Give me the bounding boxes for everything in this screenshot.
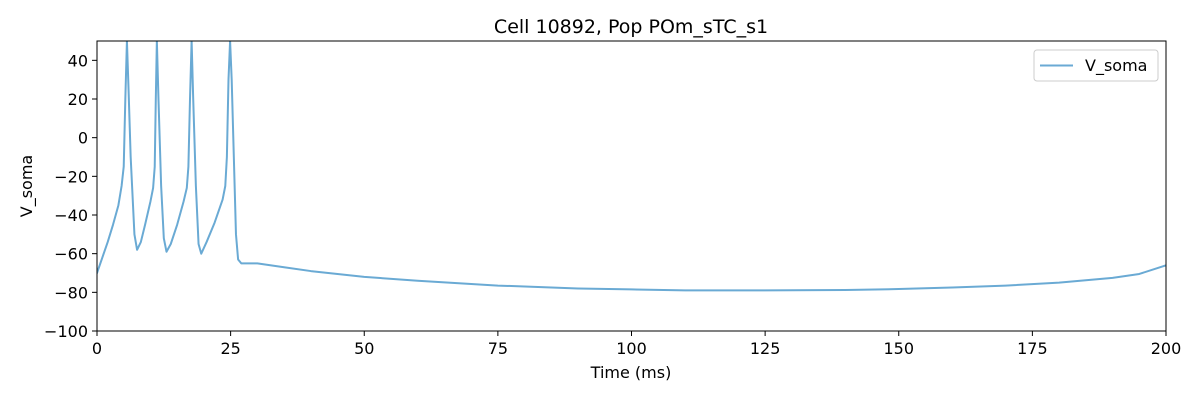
x-tick-label: 125 xyxy=(750,339,781,358)
y-tick-label: −40 xyxy=(54,206,88,225)
y-tick-label: −100 xyxy=(44,322,88,341)
plot-frame xyxy=(96,40,1167,332)
series-line-v-soma xyxy=(97,41,1166,292)
y-tick-label: 40 xyxy=(68,51,88,70)
y-tick-label: −60 xyxy=(54,245,88,264)
y-tick-label: −20 xyxy=(54,167,88,186)
y-tick-label: 20 xyxy=(68,90,88,109)
y-tick-label: −80 xyxy=(54,283,88,302)
y-axis-title: V_soma xyxy=(17,155,37,217)
x-axis-title: Time (ms) xyxy=(590,363,672,382)
y-tick-label: 0 xyxy=(78,129,88,148)
x-tick-label: 75 xyxy=(488,339,508,358)
legend-box xyxy=(1033,49,1159,82)
legend-entry-v-soma: V_soma xyxy=(1085,56,1147,76)
x-tick-label: 150 xyxy=(883,339,914,358)
x-tick-label: 200 xyxy=(1151,339,1182,358)
legend: V_soma xyxy=(1033,49,1159,82)
x-tick-label: 175 xyxy=(1017,339,1048,358)
x-tick-label: 25 xyxy=(220,339,240,358)
plot-area xyxy=(97,41,1166,292)
y-axis: −100 −80 −60 −40 −20 0 20 40 xyxy=(44,51,97,341)
x-tick-label: 50 xyxy=(354,339,374,358)
chart-title: Cell 10892, Pop POm_sTC_s1 xyxy=(494,16,768,38)
x-axis: 0 25 50 75 100 125 150 175 200 xyxy=(92,331,1181,358)
x-tick-label: 100 xyxy=(616,339,647,358)
x-tick-label: 0 xyxy=(92,339,102,358)
